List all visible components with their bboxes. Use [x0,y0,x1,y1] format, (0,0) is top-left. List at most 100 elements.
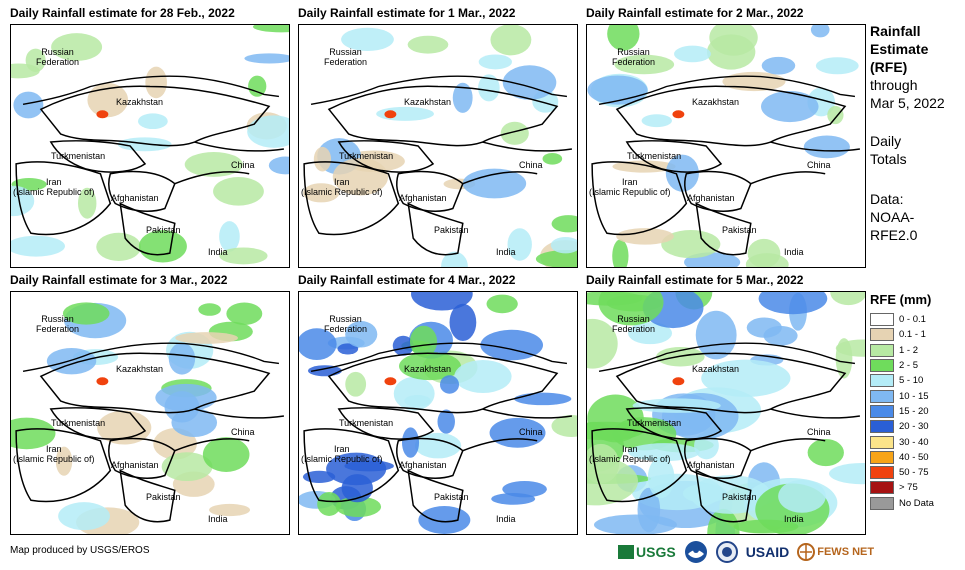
country-label-pakistan: Pakistan [434,225,469,235]
rain-patch [252,25,289,33]
rain-patch [452,82,473,113]
rain-patch [761,90,819,123]
rain-patch [55,446,73,476]
country-border [615,85,847,147]
legend-label: 50 - 75 [899,467,929,479]
rain-patch [550,236,577,254]
country-label-iran: Iran (Islamic Republic of) [589,444,671,464]
country-label-turkmenistan: Turkmenistan [627,151,682,161]
rain-patch [213,177,264,206]
region-border [310,75,568,106]
rain-patch [77,187,97,219]
country-border [303,428,400,503]
country-label-russia: Russian Federation [612,47,656,67]
country-label-india: India [208,514,228,524]
rain-patch [401,427,420,458]
country-border [462,408,572,452]
country-label-iran: Iran (Islamic Republic of) [13,444,95,464]
rain-patch [807,438,844,467]
rain-patch [399,352,461,381]
country-label-iran: Iran (Islamic Republic of) [301,444,383,464]
legend-item: 10 - 15 [870,388,934,403]
rain-patch [607,25,640,51]
panel-title: Daily Rainfall estimate for 4 Mar., 2022 [298,273,516,287]
rain-patch [682,483,727,504]
rain-patch [612,239,629,267]
country-label-china: China [807,160,831,170]
country-border [591,161,688,236]
rain-patch [171,408,218,438]
country-border [462,141,572,185]
rain-patch [303,183,340,203]
rain-patch [486,294,518,314]
rainfall-map-canvas [587,292,865,534]
country-border [15,161,112,236]
country-label-russia: Russian Federation [324,47,368,67]
legend: 0 - 0.1 0.1 - 1 1 - 2 2 - 5 5 - 10 10 - 15 15 … [870,312,934,511]
region-border [22,75,280,106]
map-panel: Daily Rainfall estimate for 5 Mar., 2022… [586,273,866,538]
rain-patch [392,335,414,356]
rain-patch [778,479,826,513]
country-label-turkmenistan: Turkmenistan [51,151,106,161]
rain-patch [454,360,512,393]
country-border [407,202,464,256]
country-border [396,437,464,479]
rainfall-map: Russian Federation Kazakhstan Turkmenistan… [586,24,866,268]
country-border [119,202,176,256]
panel-title: Daily Rainfall estimate for 2 Mar., 2022 [586,6,804,20]
country-border [303,161,400,236]
rain-patch [209,503,251,517]
rain-patch [587,318,618,369]
rain-patch [409,325,438,358]
usgs-logo-text: USGS [636,544,676,560]
legend-swatch [870,359,894,373]
legend-swatch [870,328,894,342]
country-label-china: China [519,427,543,437]
sidebar-info: Rainfall Estimate (RFE) through Mar 5, 2… [870,22,965,244]
legend-item: 30 - 40 [870,434,934,449]
rain-patch [11,185,35,217]
map-panel: Daily Rainfall estimate for 2 Mar., 2022… [586,6,866,271]
map-panel: Daily Rainfall estimate for 28 Feb., 202… [10,6,290,271]
country-border [108,170,176,212]
rain-patch [168,342,196,375]
panel-title: Daily Rainfall estimate for 28 Feb., 202… [10,6,235,20]
country-label-india: India [496,247,516,257]
rain-patch [407,35,449,54]
rain-patch [437,409,455,434]
country-label-turkmenistan: Turkmenistan [339,418,394,428]
rain-patch [535,249,577,267]
legend-label: 40 - 50 [899,451,929,463]
sidebar-through: through Mar 5, 2022 [870,77,945,111]
country-border [407,469,464,523]
rain-patch [244,53,289,64]
rain-patch [835,338,853,379]
rain-patch [815,57,859,75]
legend-item: 0 - 0.1 [870,312,934,327]
rain-patch [478,54,512,70]
country-label-turkmenistan: Turkmenistan [339,151,394,161]
legend-item: 40 - 50 [870,450,934,465]
rain-patch [490,25,532,56]
legend-label: 15 - 20 [899,405,929,417]
region-border [598,342,856,373]
rain-patch [13,91,44,119]
legend-swatch [870,420,894,434]
legend-label: 0 - 0.1 [899,314,926,326]
rainfall-map-canvas [299,292,577,534]
rain-patch [137,113,168,130]
map-panel: Daily Rainfall estimate for 4 Mar., 2022… [298,273,578,538]
rainfall-map: Russian Federation Kazakhstan Turkmenistan… [586,291,866,535]
panel-title: Daily Rainfall estimate for 1 Mar., 2022 [298,6,516,20]
country-border [684,437,752,479]
rain-patch [345,321,378,348]
rain-patch [439,375,460,394]
country-label-kazakhstan: Kazakhstan [692,97,740,107]
rainfall-map: Russian Federation Kazakhstan Turkmenistan… [298,291,578,535]
rain-patch [761,56,796,75]
legend-label: 10 - 15 [899,390,929,402]
rain-patch [587,456,639,506]
rain-patch [219,221,240,252]
rain-patch [701,359,791,397]
